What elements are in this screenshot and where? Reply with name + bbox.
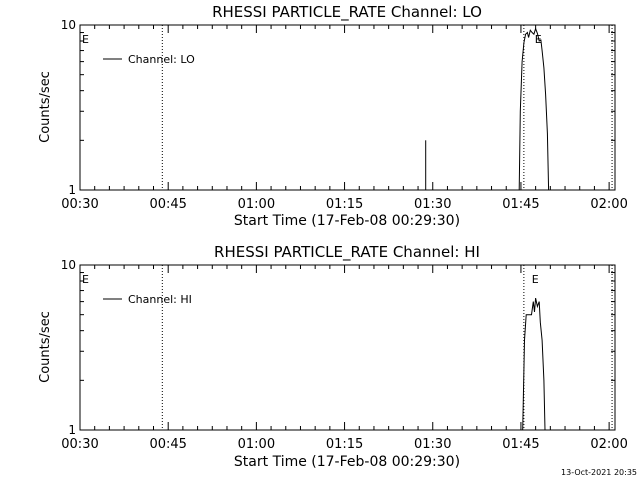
annotation-label: E (532, 273, 539, 286)
x-tick-label: 01:30 (414, 437, 451, 452)
legend: Channel: LO (103, 53, 195, 66)
panel-lo-channel: RHESSI PARTICLE_RATE Channel: LO Counts/… (38, 3, 628, 229)
annotation-label: E (535, 33, 542, 46)
y-tick-label: 10 (61, 258, 76, 272)
y-axis-ticks: 1 10 (61, 258, 615, 437)
chart-title: RHESSI PARTICLE_RATE Channel: LO (212, 3, 482, 22)
x-tick-label: 00:30 (61, 437, 98, 452)
y-axis-label: Counts/sec (38, 71, 53, 143)
plot-frame (79, 24, 616, 191)
x-tick-label: 01:00 (238, 197, 275, 212)
x-axis-label: Start Time (17-Feb-08 00:29:30) (234, 213, 460, 229)
x-tick-label: 00:45 (149, 197, 186, 212)
annotation-label: E (82, 33, 89, 46)
x-axis-label: Start Time (17-Feb-08 00:29:30) (234, 454, 460, 470)
x-tick-label: 01:45 (502, 197, 539, 212)
x-tick-label: 01:45 (502, 437, 539, 452)
x-tick-label: 02:00 (590, 437, 627, 452)
legend-label: Channel: HI (128, 293, 192, 306)
panel-hi-channel: RHESSI PARTICLE_RATE Channel: HI Counts/… (38, 243, 628, 470)
annotation-label: E (82, 273, 89, 286)
reference-lines (161, 25, 613, 190)
series-line (518, 27, 550, 191)
reference-lines (161, 265, 613, 430)
y-axis-label: Counts/sec (38, 311, 53, 383)
y-axis-ticks: 1 10 (61, 18, 615, 197)
x-tick-label: 01:00 (238, 437, 275, 452)
x-tick-label: 00:30 (61, 197, 98, 212)
x-tick-label: 01:15 (326, 437, 363, 452)
generation-timestamp: 13-Oct-2021 20:35 (561, 468, 637, 477)
data-series (425, 27, 550, 191)
legend-label: Channel: LO (128, 53, 195, 66)
y-tick-label: 10 (61, 18, 76, 32)
x-tick-label: 02:00 (590, 197, 627, 212)
chart-title: RHESSI PARTICLE_RATE Channel: HI (214, 243, 480, 262)
legend: Channel: HI (103, 293, 192, 306)
y-tick-label: 1 (68, 423, 76, 437)
x-tick-label: 01:30 (414, 197, 451, 212)
x-axis-ticks: 00:30 00:45 01:00 01:15 01:30 01:45 02:00 (61, 265, 628, 452)
x-axis-ticks: 00:30 00:45 01:00 01:15 01:30 01:45 02:00 (61, 25, 628, 212)
plot-frame (79, 264, 616, 431)
x-tick-label: 01:15 (326, 197, 363, 212)
data-series (522, 297, 546, 431)
x-tick-label: 00:45 (149, 437, 186, 452)
series-line (522, 297, 546, 431)
y-tick-label: 1 (68, 183, 76, 197)
